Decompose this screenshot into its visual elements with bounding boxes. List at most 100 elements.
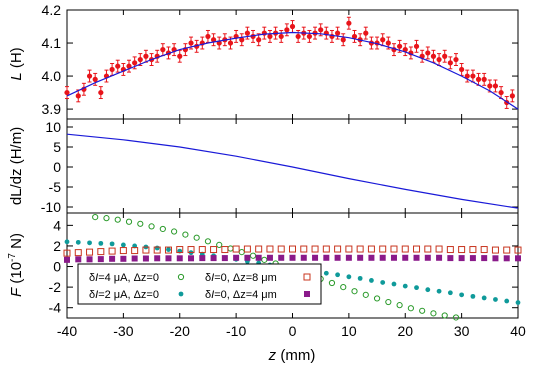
open-square-point [491, 246, 499, 254]
bottom-y-axis-unit-end: N) [8, 233, 25, 253]
filled-circle-point [64, 239, 70, 245]
open-circle-point [148, 223, 155, 230]
middle-y-axis-label: dL/dz (H/m) [8, 127, 25, 205]
bottom-y-tick-label: 4 [53, 217, 61, 233]
open-square-point [119, 247, 127, 255]
open-square-point [63, 249, 71, 257]
data-point [126, 63, 132, 69]
filled-square-point [109, 255, 116, 262]
open-square-point [345, 245, 353, 253]
data-point [75, 93, 81, 99]
open-square-point [86, 248, 94, 256]
data-point [340, 37, 346, 43]
data-point [335, 30, 341, 36]
open-square-point [108, 247, 116, 255]
data-point [239, 37, 245, 43]
data-point [380, 37, 386, 43]
legend-marker-filled-circle [178, 291, 184, 297]
top-y-tick-label: 4.2 [42, 2, 62, 18]
middle-y-tick-label: 10 [45, 119, 61, 135]
data-point [318, 27, 324, 33]
open-square-point [413, 245, 421, 253]
data-point [509, 93, 515, 99]
open-circle-point [419, 307, 426, 314]
filled-circle-point [75, 239, 81, 245]
data-point [92, 76, 98, 82]
open-circle-point [103, 215, 110, 222]
middle-y-tick-label: 5 [53, 139, 61, 155]
legend-entry-3-var: I [211, 272, 214, 284]
filled-circle-point [402, 283, 408, 289]
filled-square-point [345, 254, 352, 261]
data-point [492, 83, 499, 89]
open-square-point [322, 245, 330, 253]
filled-square-point [142, 255, 149, 262]
open-circle-point [193, 234, 200, 241]
data-point [453, 56, 459, 63]
open-circle-point [452, 314, 460, 321]
data-point [284, 27, 290, 33]
data-point [244, 30, 250, 36]
data-point [459, 66, 465, 73]
legend-entry-2-rest: =2 μA, Δz=0 [98, 289, 159, 301]
filled-circle-point [414, 285, 419, 291]
filled-square-point [289, 254, 296, 261]
open-circle-point [182, 231, 189, 238]
data-point [447, 60, 453, 66]
middle-y-axis-unit: (H/m) [8, 127, 25, 169]
filled-square-point [64, 256, 70, 263]
data-point [351, 33, 358, 40]
filled-square-point [75, 256, 82, 263]
open-circle-point [159, 225, 166, 233]
open-circle-point [407, 305, 414, 312]
data-point [278, 33, 284, 40]
open-square-point [300, 245, 308, 253]
middle-y-axis-var: dL/dz [8, 168, 25, 205]
open-circle-point [137, 220, 144, 227]
filled-square-point [120, 255, 127, 262]
data-point [98, 89, 104, 96]
legend-entry-2-delta: δ [89, 289, 95, 301]
filled-circle-point [515, 300, 521, 305]
open-square-point [187, 246, 195, 254]
filled-circle-point [470, 293, 476, 299]
open-square-point [198, 246, 206, 254]
open-square-point [210, 246, 218, 254]
data-point [115, 63, 121, 69]
filled-circle-point [369, 278, 374, 283]
top-y-axis-var: L [8, 72, 25, 80]
open-square-point [266, 245, 274, 253]
data-point [442, 53, 448, 59]
open-circle-point [385, 298, 392, 306]
x-tick-label: -40 [57, 323, 77, 339]
open-circle-point [340, 284, 347, 291]
open-square-point [243, 245, 251, 253]
filled-square-point [188, 255, 195, 262]
bottom-y-tick-label: -4 [49, 300, 62, 316]
open-square-point [503, 246, 511, 254]
filled-square-point [154, 255, 161, 262]
filled-square-point [469, 255, 476, 262]
open-circle-point [396, 302, 403, 309]
legend-box [77, 263, 322, 305]
open-square-point [176, 246, 184, 254]
open-square-point [401, 245, 409, 253]
data-point [188, 40, 194, 46]
legend-entry-1-delta: δ [89, 272, 95, 284]
legend-entry-1: δI=4 μA, Δz=0 [89, 272, 159, 284]
open-square-point [435, 245, 443, 253]
open-circle-point [238, 249, 245, 256]
data-point [425, 50, 431, 56]
x-tick-label: 20 [397, 323, 413, 339]
filled-square-point [300, 254, 307, 261]
filled-circle-point [323, 270, 329, 276]
middle-y-tick-label: -5 [49, 179, 62, 195]
open-square-point [277, 245, 285, 253]
open-circle-point [216, 241, 223, 249]
top-y-axis-unit: (H) [8, 47, 25, 72]
filled-square-point [390, 254, 397, 261]
data-point [227, 40, 234, 46]
open-square-point [311, 245, 319, 253]
